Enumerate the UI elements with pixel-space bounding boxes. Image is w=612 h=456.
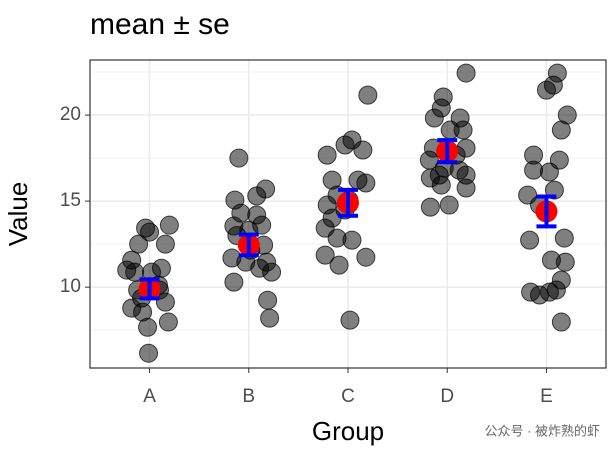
data-point xyxy=(424,108,444,128)
data-point xyxy=(456,63,476,83)
x-tick-label: C xyxy=(341,386,355,407)
data-point xyxy=(158,312,178,332)
data-point xyxy=(520,230,540,250)
y-axis-label: Value xyxy=(3,182,33,247)
data-point xyxy=(138,317,158,337)
data-point xyxy=(317,145,337,165)
error-bar xyxy=(536,194,557,229)
data-point xyxy=(358,85,378,105)
data-point xyxy=(159,215,179,235)
data-point xyxy=(229,148,249,168)
data-point xyxy=(224,216,244,236)
data-point xyxy=(222,248,242,268)
data-point xyxy=(524,160,544,180)
data-point xyxy=(260,308,280,328)
error-bar xyxy=(437,138,458,165)
x-axis-label: Group xyxy=(312,416,384,446)
x-tick-label: B xyxy=(242,386,255,407)
data-point xyxy=(453,120,473,140)
data-point xyxy=(329,255,349,275)
data-point xyxy=(224,272,244,292)
data-point xyxy=(539,162,559,182)
data-point xyxy=(342,230,362,250)
data-point xyxy=(530,285,550,305)
data-point xyxy=(551,120,571,140)
data-point xyxy=(356,247,376,267)
data-point xyxy=(536,80,556,100)
data-point xyxy=(122,250,142,270)
data-point xyxy=(155,234,175,254)
data-point xyxy=(129,234,149,254)
data-point xyxy=(356,173,376,193)
data-point xyxy=(555,252,575,272)
x-tick-label: A xyxy=(143,386,156,407)
data-point xyxy=(247,186,267,206)
data-point xyxy=(139,343,159,363)
error-bar xyxy=(139,277,160,301)
x-tick-label: E xyxy=(540,386,553,407)
data-point xyxy=(342,130,362,150)
data-point xyxy=(258,290,278,310)
data-point xyxy=(247,205,267,225)
data-point xyxy=(429,165,449,185)
y-tick-label: 10 xyxy=(60,276,81,297)
x-tick-label: D xyxy=(440,386,454,407)
data-point xyxy=(420,197,440,217)
chart-title: mean ± se xyxy=(90,8,230,41)
data-point xyxy=(554,228,574,248)
data-point xyxy=(456,178,476,198)
data-point xyxy=(546,280,566,300)
data-point xyxy=(551,312,571,332)
watermark: 公众号 · 被炸熟的虾 xyxy=(484,423,600,438)
data-point xyxy=(439,195,459,215)
data-point xyxy=(262,262,282,282)
plot-border xyxy=(89,59,607,369)
data-point xyxy=(140,222,160,242)
error-bar xyxy=(238,232,259,258)
data-point xyxy=(315,245,335,265)
y-tick-label: 15 xyxy=(60,190,81,211)
y-tick-label: 20 xyxy=(60,104,81,125)
error-bar xyxy=(338,187,358,218)
data-point xyxy=(340,310,360,330)
